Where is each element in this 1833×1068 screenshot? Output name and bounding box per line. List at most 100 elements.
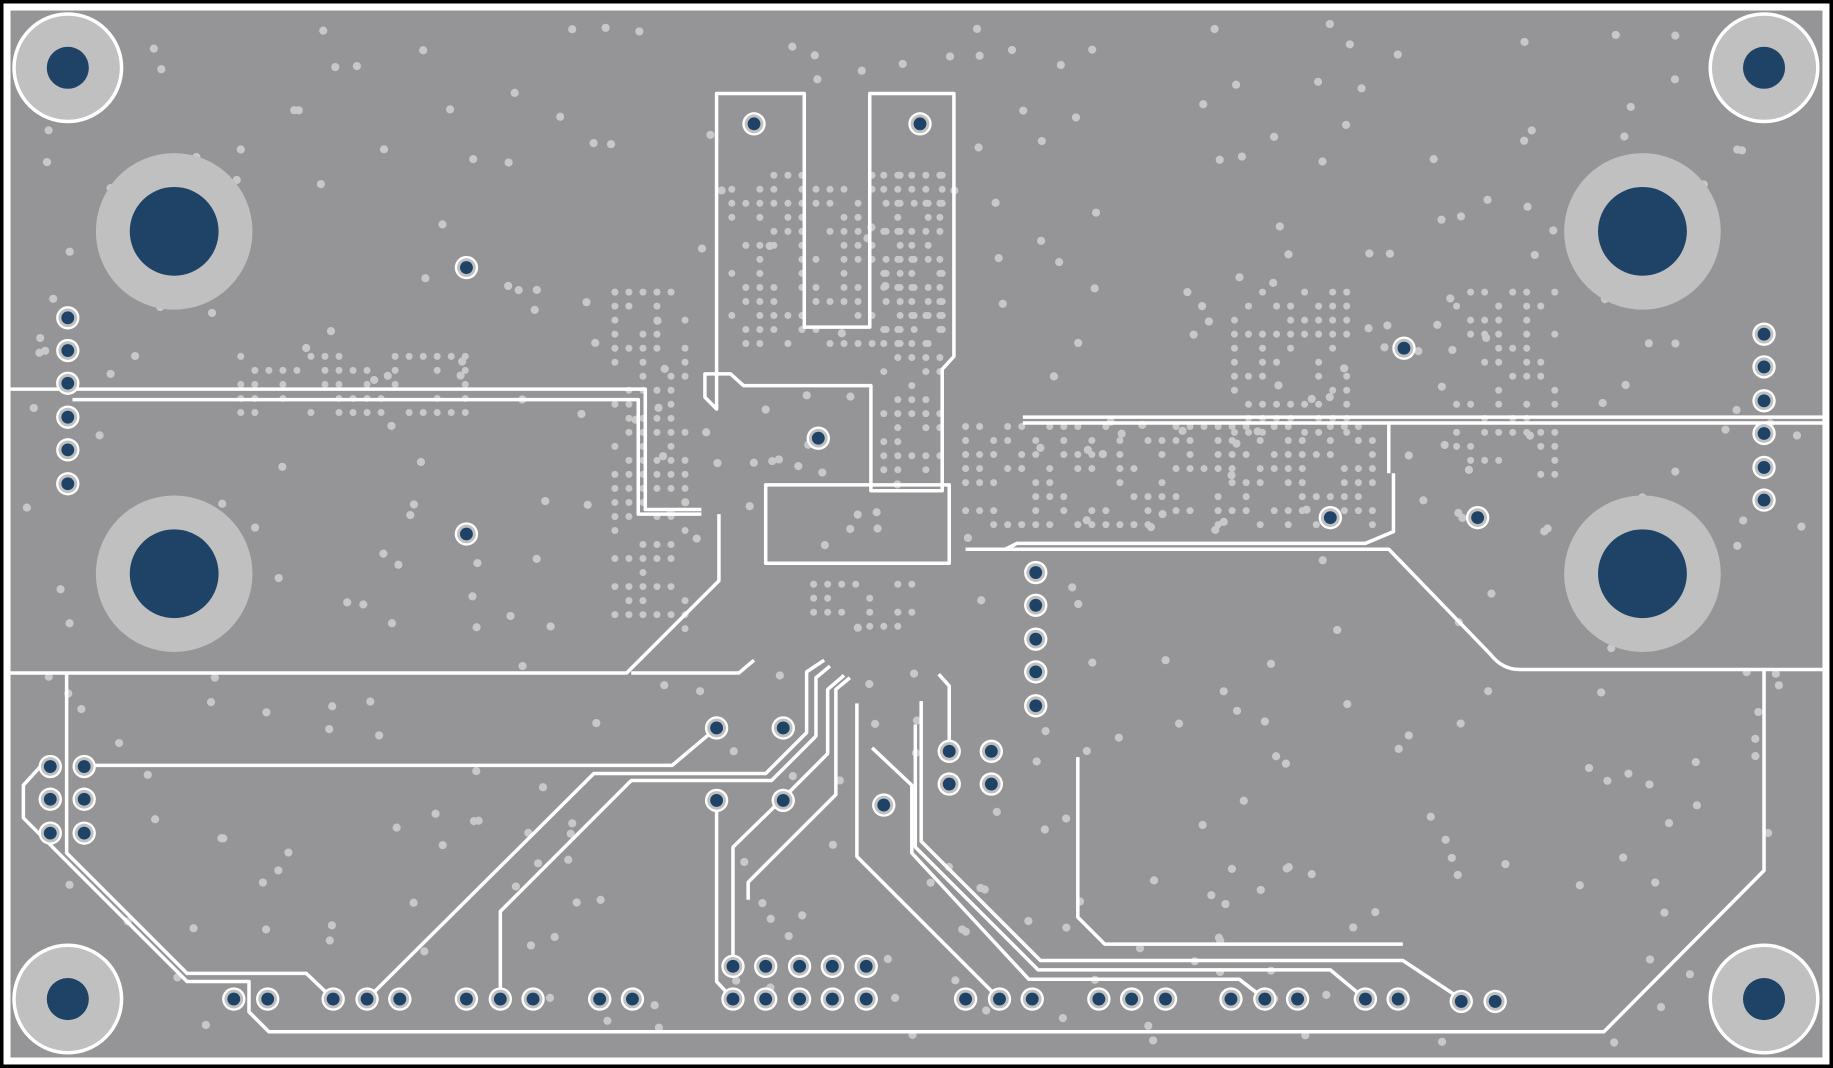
via: [910, 199, 918, 207]
via: [1481, 456, 1489, 464]
via: [1739, 516, 1748, 525]
via: [409, 500, 419, 509]
pad-drill: [1125, 992, 1139, 1006]
via: [894, 171, 902, 179]
via: [653, 344, 661, 352]
trace-mid-9: [919, 701, 1463, 1001]
via: [706, 130, 715, 139]
via: [894, 424, 902, 432]
via: [802, 391, 811, 400]
via: [625, 484, 633, 492]
pad-drill: [460, 527, 473, 541]
via: [1060, 493, 1068, 501]
via: [1537, 358, 1545, 366]
via: [1651, 878, 1660, 887]
via: [1733, 145, 1742, 154]
via: [1771, 669, 1780, 678]
via: [461, 366, 469, 374]
via: [611, 288, 619, 296]
via: [546, 622, 555, 631]
via: [962, 437, 970, 445]
via: [922, 410, 930, 418]
via: [1018, 465, 1026, 473]
via: [702, 428, 711, 437]
via: [894, 227, 902, 235]
via: [1266, 659, 1276, 668]
via: [1058, 1014, 1067, 1023]
via: [975, 51, 984, 60]
via: [980, 885, 989, 894]
via: [1520, 136, 1529, 145]
via: [1062, 814, 1071, 823]
via: [1284, 437, 1292, 445]
via: [896, 297, 904, 305]
via: [880, 622, 888, 630]
pad-drill: [1757, 394, 1771, 408]
via: [1326, 437, 1334, 445]
via: [1215, 155, 1224, 164]
via: [770, 326, 778, 334]
via: [908, 227, 916, 235]
via: [331, 62, 340, 72]
via: [880, 326, 888, 334]
via: [908, 410, 916, 418]
via: [1284, 250, 1293, 259]
via: [1273, 302, 1281, 310]
via: [1329, 386, 1337, 394]
via: [611, 526, 619, 534]
trace-mid-12: [937, 673, 951, 752]
via: [1611, 30, 1620, 40]
via: [1670, 75, 1680, 84]
via: [894, 283, 902, 291]
via: [908, 185, 916, 193]
via: [1244, 400, 1253, 408]
pad-drill: [993, 992, 1006, 1006]
via: [1230, 372, 1238, 380]
via: [1495, 316, 1503, 324]
via: [963, 533, 973, 542]
via: [936, 354, 944, 362]
via: [1340, 479, 1348, 487]
via: [394, 560, 403, 569]
large-hole-drill: [1598, 186, 1687, 276]
via: [653, 288, 661, 296]
via: [1062, 923, 1071, 932]
via: [667, 555, 675, 563]
pad-drill: [710, 793, 724, 807]
pad-drill: [1291, 992, 1305, 1006]
via: [784, 171, 792, 179]
via: [1537, 470, 1545, 478]
via: [1046, 465, 1054, 473]
via: [207, 308, 217, 318]
via: [262, 708, 271, 717]
via: [625, 456, 633, 464]
pad-drill: [77, 792, 91, 806]
via: [1368, 521, 1376, 529]
pad-drill: [1358, 992, 1372, 1006]
pad-drill: [261, 992, 275, 1006]
pad-drill: [1025, 992, 1039, 1006]
via: [433, 366, 441, 374]
via: [1242, 493, 1250, 501]
via: [1551, 456, 1559, 464]
via: [611, 442, 619, 450]
via: [810, 51, 819, 60]
via: [447, 408, 455, 416]
via: [1259, 428, 1267, 436]
via: [370, 375, 379, 385]
via: [1230, 428, 1238, 436]
via: [1340, 507, 1348, 515]
via: [854, 297, 862, 305]
pads: [38, 112, 1776, 1014]
pad-drill: [747, 117, 761, 131]
via: [218, 499, 227, 508]
via: [1315, 330, 1323, 338]
via: [784, 227, 792, 235]
via: [1385, 249, 1395, 258]
pad-drill: [460, 992, 473, 1006]
via: [1144, 437, 1152, 445]
via: [1551, 386, 1559, 394]
pad-drill: [326, 992, 340, 1006]
via: [1343, 302, 1351, 310]
via: [1584, 763, 1594, 773]
